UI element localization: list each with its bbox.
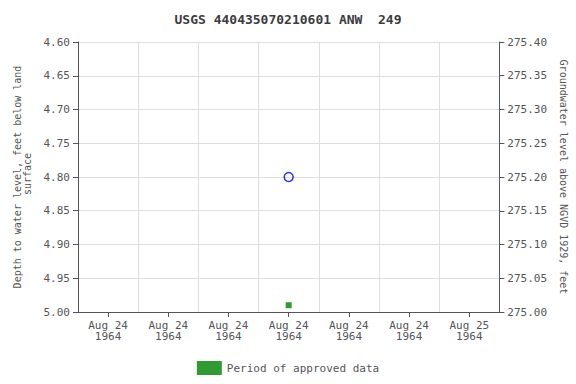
svg-text:Groundwater level above NGVD 1: Groundwater level above NGVD 1929, feet (558, 60, 569, 295)
svg-text:4.70: 4.70 (44, 103, 71, 116)
svg-text:1964: 1964 (275, 330, 302, 343)
svg-text:1964: 1964 (95, 330, 122, 343)
svg-text:5.00: 5.00 (44, 306, 71, 319)
svg-text:4.65: 4.65 (44, 69, 71, 82)
svg-text:Aug 24: Aug 24 (88, 319, 128, 332)
svg-text:4.90: 4.90 (44, 238, 71, 251)
svg-text:1964: 1964 (396, 330, 423, 343)
svg-text:surface: surface (22, 153, 33, 201)
svg-text:275.15: 275.15 (507, 204, 547, 217)
svg-text:275.40: 275.40 (507, 36, 547, 49)
svg-text:1964: 1964 (336, 330, 363, 343)
svg-text:275.00: 275.00 (507, 306, 547, 319)
svg-text:4.80: 4.80 (44, 171, 71, 184)
svg-text:4.60: 4.60 (44, 36, 71, 49)
svg-text:Aug 24: Aug 24 (208, 319, 249, 332)
svg-text:275.30: 275.30 (507, 103, 547, 116)
svg-text:Aug 24: Aug 24 (268, 319, 309, 332)
svg-text:1964: 1964 (456, 330, 483, 343)
svg-text:1964: 1964 (215, 330, 242, 343)
svg-text:Aug 24: Aug 24 (389, 319, 429, 332)
svg-text:275.05: 275.05 (507, 272, 547, 285)
svg-text:Aug 24: Aug 24 (329, 319, 369, 332)
svg-text:275.25: 275.25 (507, 137, 547, 150)
svg-text:4.75: 4.75 (44, 137, 71, 150)
svg-text:4.95: 4.95 (44, 272, 71, 285)
svg-text:Depth to water level, feet bel: Depth to water level, feet below land (12, 65, 24, 289)
svg-text:Period of approved data: Period of approved data (227, 362, 379, 375)
svg-text:1964: 1964 (155, 330, 182, 343)
svg-text:4.85: 4.85 (44, 204, 71, 217)
svg-text:275.20: 275.20 (507, 171, 547, 184)
svg-text:275.35: 275.35 (507, 69, 547, 82)
svg-text:USGS 440435070210601 ANW 249: USGS 440435070210601 ANW 249 (175, 12, 402, 27)
svg-text:Aug 25: Aug 25 (449, 319, 490, 332)
svg-text:275.10: 275.10 (507, 238, 547, 251)
svg-text:Aug 24: Aug 24 (148, 319, 189, 332)
